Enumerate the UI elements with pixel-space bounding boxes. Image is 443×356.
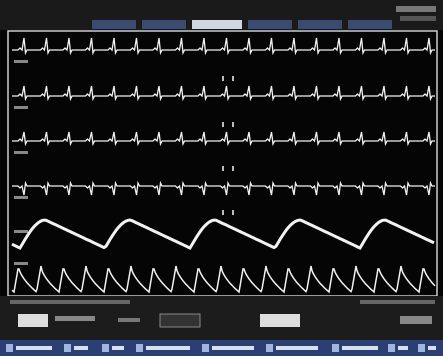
tab[interactable] — [298, 20, 342, 29]
monitor-screen — [0, 0, 443, 356]
clock-placeholder — [396, 6, 436, 12]
lead-label-placeholder — [14, 60, 28, 63]
control-field[interactable] — [160, 314, 200, 327]
taskbar-icon[interactable] — [136, 344, 143, 352]
taskbar-icon[interactable] — [64, 344, 71, 352]
lead-label-placeholder — [14, 106, 28, 109]
taskbar-label-placeholder[interactable] — [74, 346, 88, 350]
taskbar-icon[interactable] — [266, 344, 273, 352]
tab[interactable] — [142, 20, 186, 29]
marker — [232, 166, 234, 171]
marker — [232, 76, 234, 81]
tab[interactable] — [248, 20, 292, 29]
taskbar-icon[interactable] — [6, 344, 13, 352]
lead-label-placeholder — [14, 151, 28, 154]
taskbar-icon[interactable] — [388, 344, 395, 352]
status-placeholder — [400, 16, 436, 21]
marker — [222, 166, 224, 171]
control-button[interactable] — [18, 314, 48, 327]
marker — [232, 210, 234, 215]
taskbar-label-placeholder[interactable] — [276, 346, 318, 350]
tab[interactable] — [92, 20, 136, 29]
tab[interactable] — [348, 20, 392, 29]
text-placeholder — [55, 316, 95, 321]
taskbar-label-placeholder[interactable] — [112, 346, 124, 350]
lead-label-placeholder — [14, 230, 28, 233]
taskbar-icon[interactable] — [102, 344, 109, 352]
text-placeholder — [360, 300, 435, 304]
lead-label-placeholder — [14, 196, 28, 199]
taskbar-label-placeholder[interactable] — [398, 346, 408, 350]
text-placeholder — [10, 300, 130, 304]
marker — [222, 122, 224, 127]
taskbar-icon[interactable] — [332, 344, 339, 352]
lead-label-placeholder — [14, 262, 28, 265]
marker — [232, 122, 234, 127]
taskbar-label-placeholder[interactable] — [428, 346, 436, 350]
marker — [222, 76, 224, 81]
text-placeholder — [400, 316, 432, 324]
marker — [222, 210, 224, 215]
text-placeholder — [118, 318, 140, 322]
control-button[interactable] — [260, 314, 300, 327]
taskbar-label-placeholder[interactable] — [146, 346, 190, 350]
taskbar-label-placeholder[interactable] — [342, 346, 378, 350]
taskbar-icon[interactable] — [418, 344, 425, 352]
taskbar-label-placeholder[interactable] — [212, 346, 254, 350]
tab-active[interactable] — [192, 20, 242, 29]
page: (() => { const svg = document.getElement… — [0, 0, 443, 356]
taskbar-label-placeholder[interactable] — [16, 346, 52, 350]
taskbar-icon[interactable] — [202, 344, 209, 352]
